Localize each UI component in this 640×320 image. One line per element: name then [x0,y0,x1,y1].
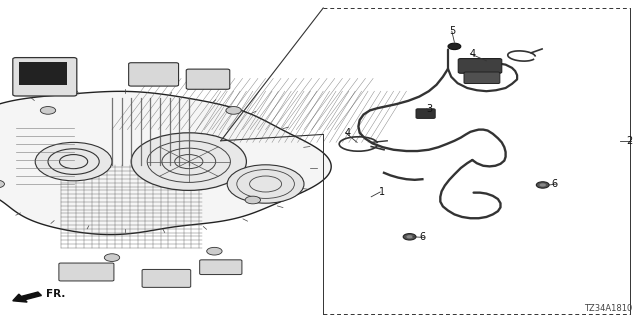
FancyBboxPatch shape [200,260,242,275]
Circle shape [406,235,413,238]
Circle shape [131,133,246,190]
Text: 4: 4 [469,49,476,59]
Circle shape [540,183,546,187]
FancyBboxPatch shape [142,269,191,287]
FancyBboxPatch shape [458,59,502,73]
Polygon shape [0,91,332,235]
Circle shape [403,234,416,240]
Circle shape [536,182,549,188]
Circle shape [104,254,120,261]
FancyBboxPatch shape [464,72,500,84]
Text: 6: 6 [419,232,426,243]
FancyArrow shape [13,292,42,302]
Circle shape [207,247,222,255]
Text: TZ34A1810: TZ34A1810 [584,304,632,313]
Circle shape [35,142,112,181]
Circle shape [226,107,241,114]
Text: FR.: FR. [46,289,65,299]
Text: 2: 2 [626,136,632,146]
Text: 4: 4 [344,128,351,138]
Circle shape [227,165,304,203]
FancyBboxPatch shape [59,263,114,281]
Polygon shape [19,62,67,85]
Circle shape [245,196,260,204]
FancyBboxPatch shape [416,109,435,118]
Circle shape [40,107,56,114]
FancyBboxPatch shape [13,58,77,96]
Circle shape [448,43,461,50]
Text: 1: 1 [379,187,385,197]
FancyBboxPatch shape [186,69,230,89]
Text: 5: 5 [449,26,455,36]
FancyBboxPatch shape [129,63,179,86]
Text: 6: 6 [552,179,558,189]
Circle shape [0,180,4,188]
Text: 3: 3 [426,104,432,114]
